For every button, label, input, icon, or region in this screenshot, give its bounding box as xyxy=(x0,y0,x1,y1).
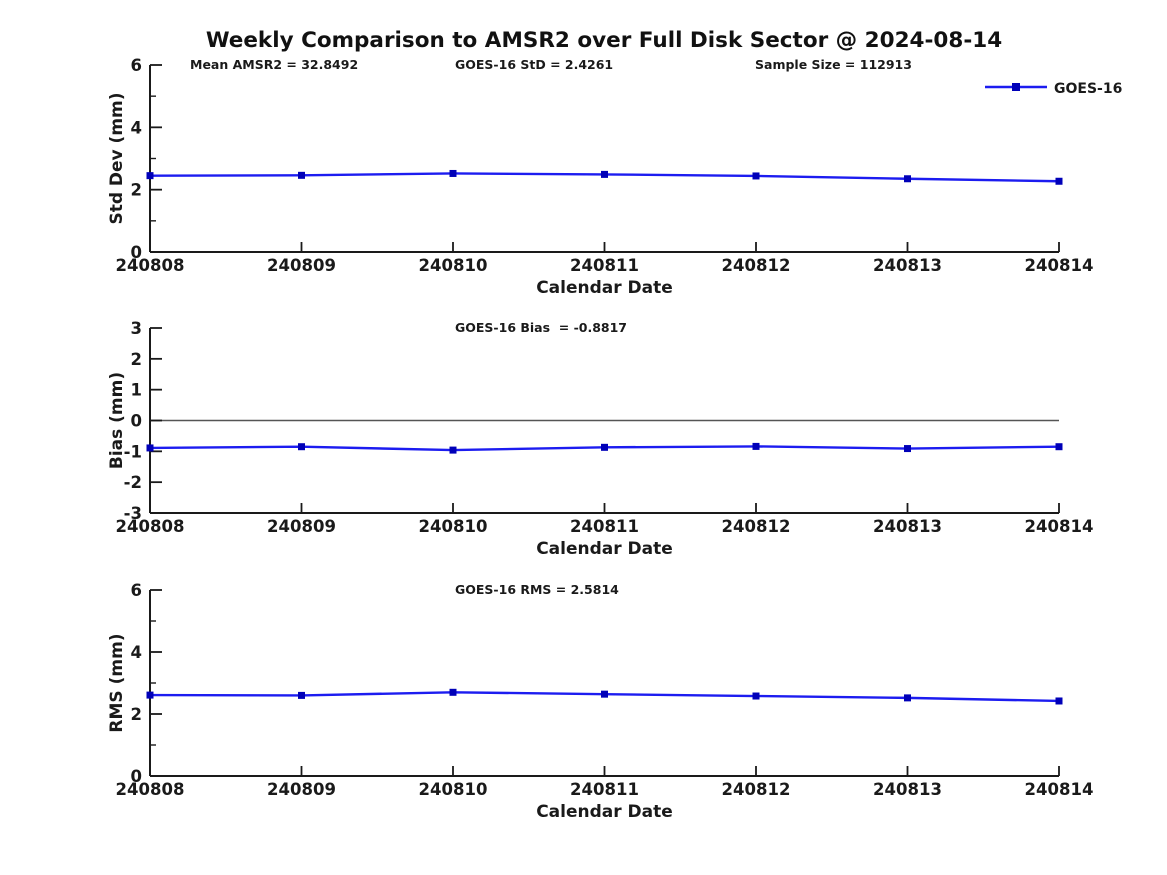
data-point-marker xyxy=(752,172,760,180)
y-tick-label: 4 xyxy=(131,643,142,662)
y-axis-label: Std Dev (mm) xyxy=(107,92,127,224)
data-point-marker xyxy=(1055,443,1063,451)
y-tick-label: 0 xyxy=(131,243,142,262)
y-tick-label: 6 xyxy=(131,56,142,75)
data-point-marker xyxy=(904,175,911,183)
y-tick-label: 3 xyxy=(131,319,142,338)
data-point-marker xyxy=(298,171,305,179)
x-tick-label: 240808 xyxy=(116,256,185,275)
x-tick-label: 240814 xyxy=(1025,517,1094,536)
y-tick-label: 1 xyxy=(131,381,142,400)
annotation: GOES-16 Bias = -0.8817 xyxy=(455,320,627,335)
x-tick-label: 240811 xyxy=(570,780,639,799)
x-tick-label: 240813 xyxy=(873,517,942,536)
y-tick-label: 0 xyxy=(131,412,142,431)
x-tick-label: 240810 xyxy=(419,517,488,536)
data-point-marker xyxy=(146,691,154,699)
y-tick-label: 0 xyxy=(131,767,142,786)
legend-label: GOES-16 xyxy=(1054,81,1122,97)
y-tick-label: 2 xyxy=(131,181,142,200)
annotation: GOES-16 StD = 2.4261 xyxy=(455,57,613,72)
x-tick-label: 240812 xyxy=(722,517,791,536)
y-axis-label: RMS (mm) xyxy=(107,633,127,732)
axes xyxy=(149,590,1059,777)
x-tick-label: 240810 xyxy=(419,256,488,275)
y-tick-label: -2 xyxy=(124,473,142,492)
x-tick-label: 240814 xyxy=(1025,256,1094,275)
data-point-marker xyxy=(601,170,608,178)
rms-chart: 0 2 4 6 240808 240809 240810 240811 240812 240813… xyxy=(107,581,1093,822)
x-tick-label: 240809 xyxy=(267,517,336,536)
x-tick-label: 240808 xyxy=(116,780,185,799)
data-point-marker xyxy=(298,443,305,451)
data-point-marker xyxy=(449,688,457,696)
x-tick-label: 240812 xyxy=(722,256,791,275)
data-point-marker xyxy=(1055,697,1063,705)
x-tick-label: 240813 xyxy=(873,780,942,799)
y-axis-label: Bias (mm) xyxy=(107,372,127,469)
y-tick-label: -3 xyxy=(124,504,142,523)
data-point-marker xyxy=(298,691,305,699)
data-point-marker xyxy=(146,172,154,180)
legend: GOES-16 xyxy=(985,81,1122,97)
data-point-marker xyxy=(904,694,911,702)
data-point-marker xyxy=(1055,177,1063,185)
x-tick-label: 240810 xyxy=(419,780,488,799)
y-tick-label: 2 xyxy=(131,350,142,369)
page-title: Weekly Comparison to AMSR2 over Full Dis… xyxy=(205,28,1003,53)
x-tick-label: 240808 xyxy=(116,517,185,536)
x-axis-label: Calendar Date xyxy=(536,278,673,298)
data-point-marker xyxy=(752,692,760,700)
x-axis-label: Calendar Date xyxy=(536,539,673,559)
x-tick-label: 240811 xyxy=(570,256,639,275)
annotation: Sample Size = 112913 xyxy=(755,57,912,72)
y-tick-label: 6 xyxy=(131,581,142,600)
annotation: GOES-16 RMS = 2.5814 xyxy=(455,582,619,597)
y-tick-label: -1 xyxy=(124,442,142,461)
x-tick-label: 240814 xyxy=(1025,780,1094,799)
y-tick-label: 4 xyxy=(131,118,142,137)
data-point-marker xyxy=(449,446,457,454)
data-point-marker xyxy=(904,445,911,453)
data-point-marker xyxy=(752,442,760,450)
data-point-marker xyxy=(449,169,457,177)
x-axis-label: Calendar Date xyxy=(536,802,673,822)
legend-marker xyxy=(1012,83,1020,91)
x-tick-label: 240813 xyxy=(873,256,942,275)
x-tick-label: 240811 xyxy=(570,517,639,536)
data-point-marker xyxy=(146,444,154,452)
stddev-chart: 0 2 4 6 240808 240809 240810 240811 240812 240813… xyxy=(107,56,1122,298)
y-tick-label: 2 xyxy=(131,705,142,724)
x-tick-label: 240809 xyxy=(267,256,336,275)
data-point-marker xyxy=(601,443,608,451)
data-point-marker xyxy=(601,690,608,698)
axes xyxy=(149,65,1059,253)
x-tick-label: 240812 xyxy=(722,780,791,799)
x-tick-label: 240809 xyxy=(267,780,336,799)
annotation: Mean AMSR2 = 32.8492 xyxy=(190,57,358,72)
